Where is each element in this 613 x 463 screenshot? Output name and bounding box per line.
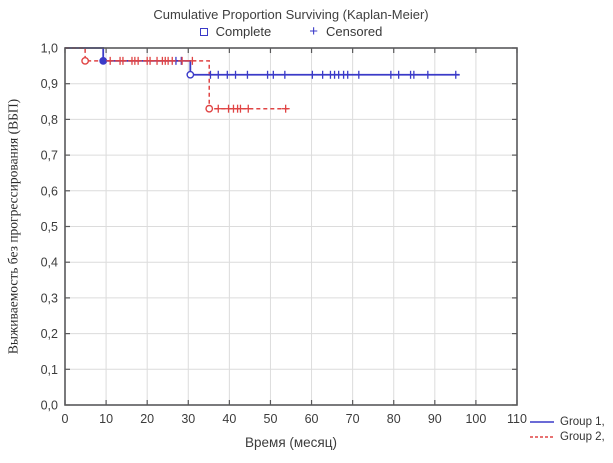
x-tick-label: 110 (507, 412, 527, 426)
complete-label: Complete (215, 24, 272, 39)
x-tick-label: 10 (99, 412, 113, 426)
x-tick-label: 0 (62, 412, 69, 426)
x-tick-label: 100 (465, 412, 486, 426)
complete-event-icon (205, 104, 214, 113)
x-tick-label: 60 (305, 412, 319, 426)
censored-marker-icon: + (309, 22, 319, 40)
series-legend: Group 1, Group 2, (529, 416, 605, 443)
x-tick-label: 80 (387, 412, 401, 426)
group1-label: Group 1, (560, 416, 605, 428)
x-tick-label: 20 (140, 412, 154, 426)
x-tick-label: 50 (264, 412, 278, 426)
group2-line-sample-icon (530, 436, 554, 438)
y-tick-label: 0,1 (41, 363, 58, 377)
x-tick-label: 70 (346, 412, 360, 426)
group1-line-sample-icon (530, 421, 554, 423)
censored-label: Censored (326, 24, 383, 39)
axes: 0 10 20 30 40 50 60 70 80 90 100 110 0,0 0,1 0,2 0,3 0,4… (41, 42, 527, 427)
y-tick-label: 0,3 (41, 291, 58, 305)
complete-event-icon (186, 70, 195, 79)
gridlines (65, 48, 517, 405)
x-tick-label: 30 (181, 412, 195, 426)
series-markers-2 (81, 56, 290, 113)
y-tick-label: 0,6 (41, 184, 58, 198)
marker-legend-complete: Complete (199, 24, 272, 39)
y-axis-title: Выживаемость без прогрессирования (ВБП) (5, 98, 21, 355)
group2-label: Group 2, (560, 431, 605, 443)
complete-event-icon (81, 56, 90, 65)
y-tick-label: 0,2 (41, 327, 58, 341)
series-line-2 (65, 47, 291, 110)
x-tick-label: 40 (222, 412, 236, 426)
y-tick-label: 0,9 (41, 77, 58, 91)
y-tick-label: 0,4 (41, 256, 58, 270)
legend-entry-group2: Group 2, (529, 431, 605, 443)
legend-entry-group1: Group 1, (529, 416, 605, 428)
complete-marker-icon (199, 27, 208, 36)
y-tick-label: 0,0 (41, 399, 58, 413)
complete-event-icon (99, 56, 108, 65)
x-tick-label: 90 (428, 412, 442, 426)
x-axis-title: Время (месяц) (245, 435, 337, 450)
y-tick-label: 0,7 (41, 149, 58, 163)
y-tick-label: 1,0 (41, 42, 58, 56)
marker-legend-censored: + Censored (309, 22, 383, 40)
y-tick-label: 0,5 (41, 220, 58, 234)
chart-title: Cumulative Proportion Surviving (Kaplan-… (153, 7, 429, 22)
marker-legend: Complete + Censored (65, 24, 517, 39)
y-tick-label: 0,8 (41, 113, 58, 127)
